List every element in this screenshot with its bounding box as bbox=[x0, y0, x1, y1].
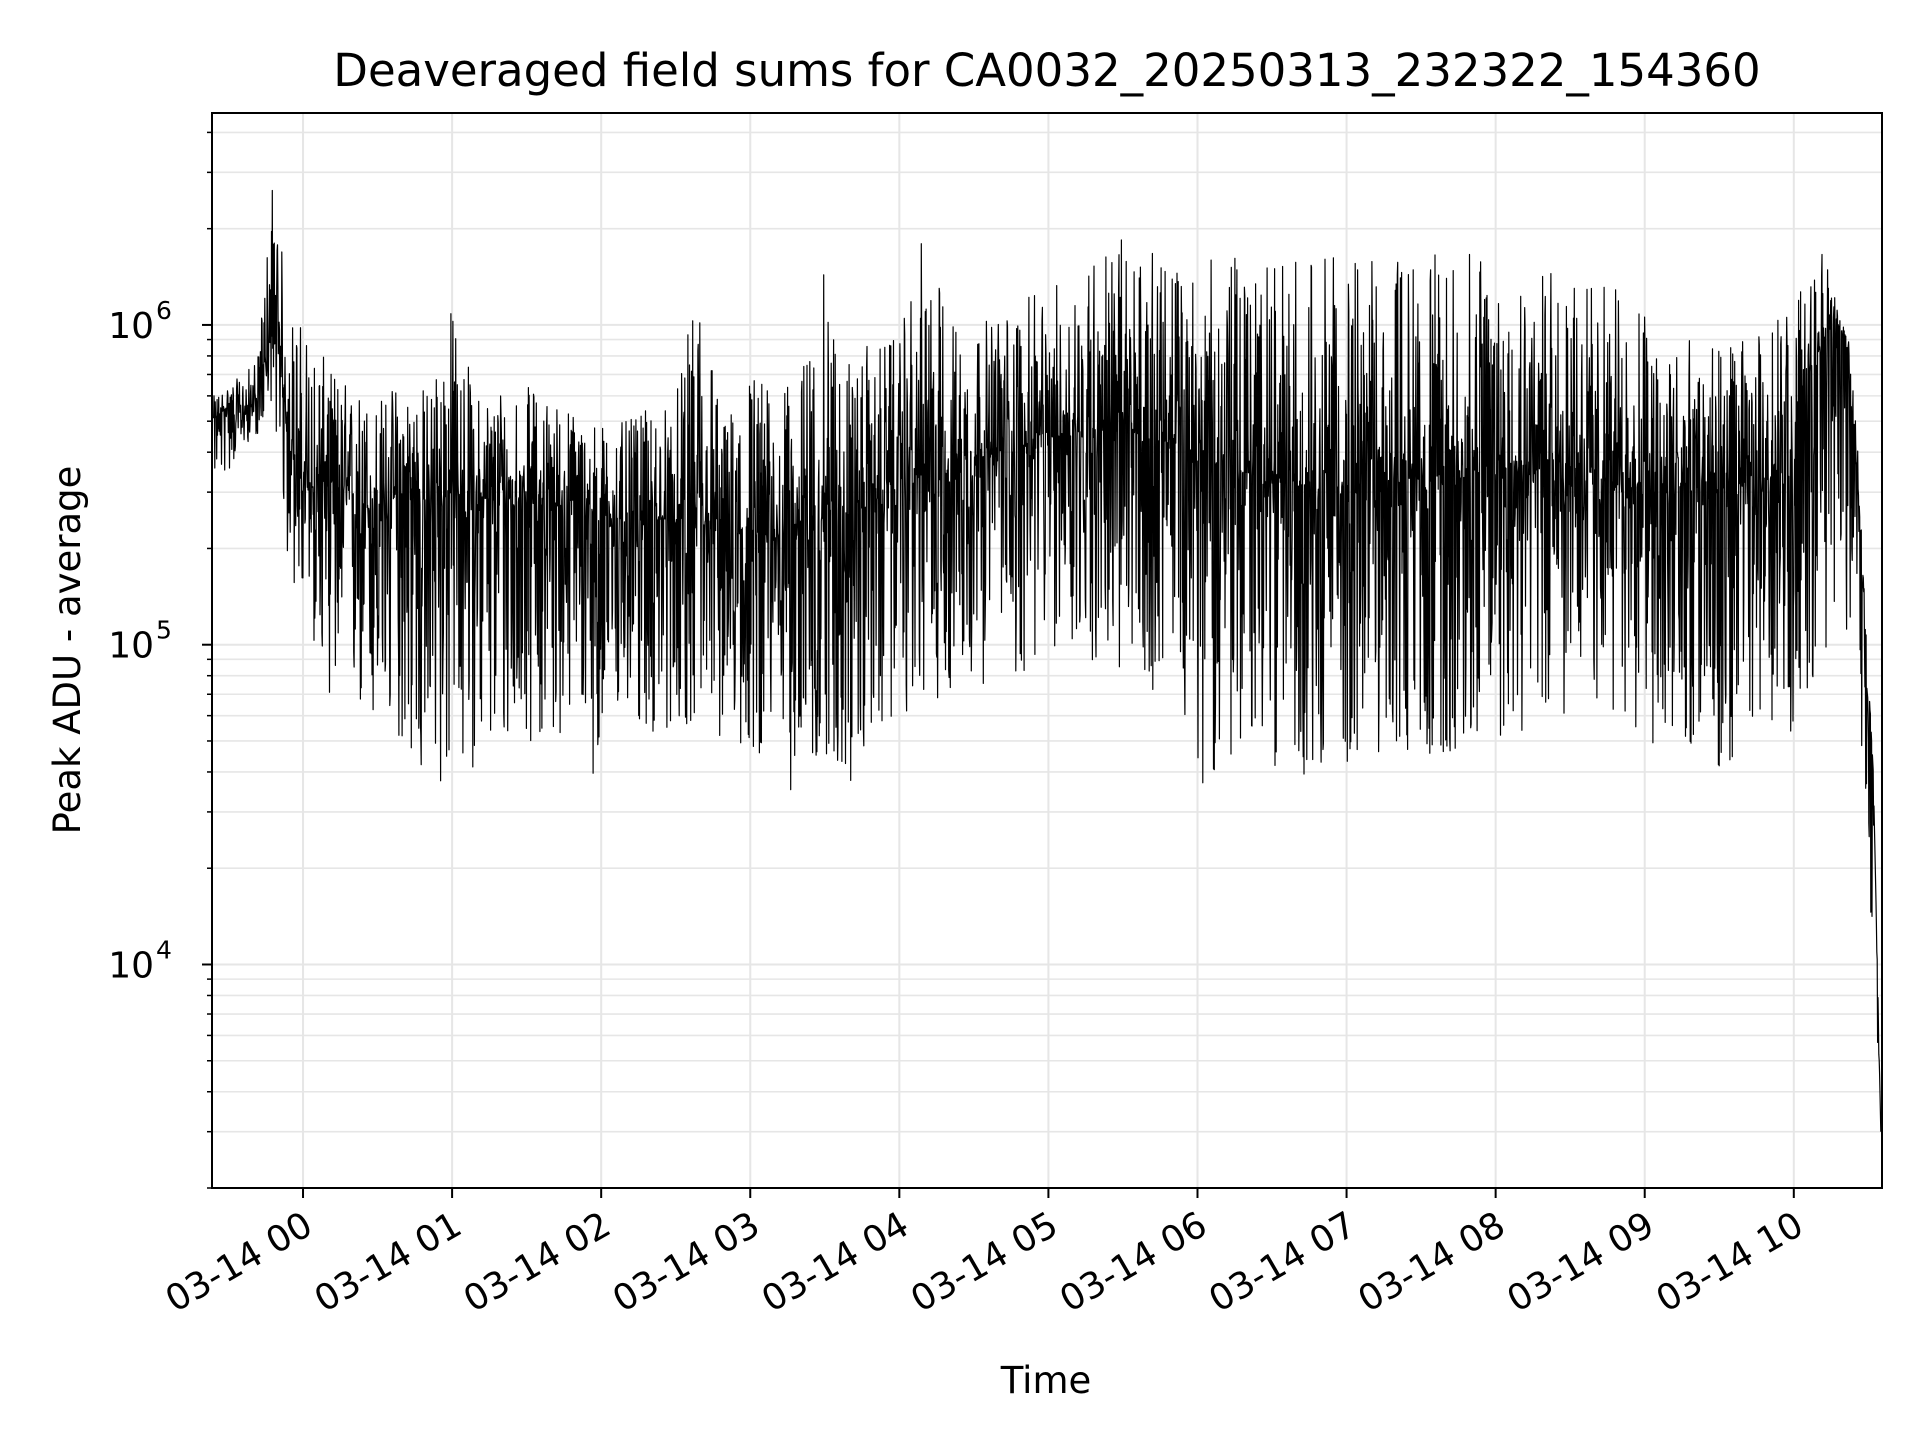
plot-frame bbox=[211, 112, 1883, 1189]
series-line bbox=[213, 189, 1882, 1132]
y-axis-label: Peak ADU - average bbox=[46, 466, 89, 835]
y-tick-label: 10 bbox=[108, 626, 154, 667]
series-layer bbox=[213, 189, 1882, 1132]
x-axis-label: Time bbox=[1000, 1359, 1092, 1402]
y-tick-label: 10 bbox=[108, 945, 154, 986]
y-tick-exponent: 4 bbox=[156, 935, 172, 964]
chart-title: Deaveraged field sums for CA0032_2025031… bbox=[333, 44, 1760, 97]
y-tick-exponent: 5 bbox=[156, 616, 172, 645]
y-tick-exponent: 6 bbox=[156, 296, 172, 325]
y-tick-label: 10 bbox=[108, 306, 154, 347]
